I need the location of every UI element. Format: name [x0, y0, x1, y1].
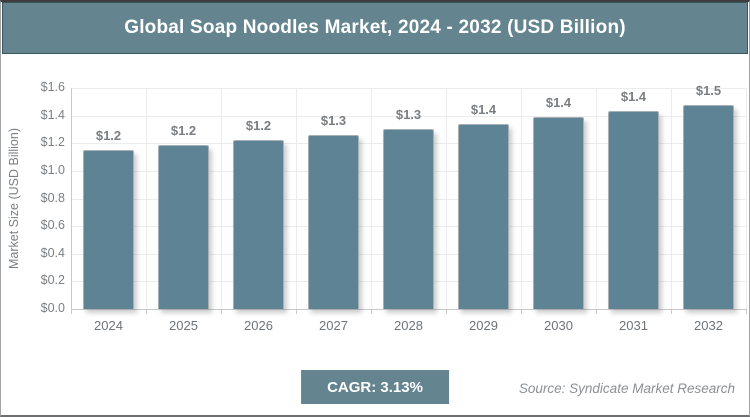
x-tick-label: 2026	[244, 318, 273, 333]
x-tick-mark	[371, 310, 372, 314]
x-tick-label: 2025	[169, 318, 198, 333]
v-gridline	[221, 88, 222, 309]
y-tick-label: $0.4	[40, 245, 65, 260]
y-tick-label: $1.2	[40, 135, 65, 150]
bar-value-label: $1.3	[320, 112, 347, 128]
bar-2027	[308, 134, 359, 309]
bar-2031	[608, 111, 659, 309]
v-gridline	[146, 88, 147, 309]
x-tick-mark	[146, 310, 147, 314]
y-tick-label: $0.6	[40, 218, 65, 233]
x-tick-label: 2027	[319, 318, 348, 333]
y-tick-label: $0.8	[40, 190, 65, 205]
x-tick-mark	[746, 310, 747, 314]
x-tick-label: 2031	[619, 318, 648, 333]
v-gridline	[596, 88, 597, 309]
y-tick-label: $0.0	[40, 301, 65, 315]
y-tick-label: $0.2	[40, 273, 65, 288]
bar-2029	[458, 123, 509, 309]
bar-value-label: $1.5	[695, 82, 722, 98]
bar-value-label: $1.2	[245, 118, 272, 134]
x-tick-label: 2029	[469, 318, 498, 333]
bar-value-label: $1.2	[95, 128, 122, 144]
bar-2025	[158, 144, 209, 309]
x-tick-label: 2032	[694, 318, 723, 333]
v-gridline	[746, 88, 747, 309]
chart-title-bar: Global Soap Noodles Market, 2024 - 2032 …	[2, 2, 748, 54]
bar-value-label: $1.4	[470, 101, 497, 117]
x-axis-line	[71, 309, 747, 310]
h-gridline	[71, 88, 746, 89]
v-gridline	[521, 88, 522, 309]
x-tick-label: 2024	[94, 318, 123, 333]
x-tick-label: 2030	[544, 318, 573, 333]
bar-value-label: $1.4	[620, 89, 647, 105]
x-tick-mark	[596, 310, 597, 314]
x-tick-mark	[446, 310, 447, 314]
x-tick-mark	[671, 310, 672, 314]
bar-value-label: $1.2	[170, 122, 197, 138]
y-tick-label: $1.6	[40, 80, 65, 94]
v-gridline	[446, 88, 447, 309]
bar-2032	[683, 104, 734, 309]
v-gridline	[371, 88, 372, 309]
bar-2028	[383, 129, 434, 309]
x-tick-mark	[521, 310, 522, 314]
v-gridline	[671, 88, 672, 309]
x-tick-label: 2028	[394, 318, 423, 333]
y-tick-label: $1.0	[40, 162, 65, 177]
cagr-badge: CAGR: 3.13%	[301, 370, 449, 404]
source-note: Source: Syndicate Market Research	[518, 381, 735, 396]
x-tick-mark	[296, 310, 297, 314]
x-tick-mark	[71, 310, 72, 314]
h-gridline	[71, 115, 746, 117]
x-tick-mark	[221, 310, 222, 314]
bar-value-label: $1.4	[545, 95, 572, 110]
chart-title: Global Soap Noodles Market, 2024 - 2032 …	[124, 17, 626, 38]
bar-value-label: $1.3	[395, 107, 422, 123]
bar-2030	[533, 117, 584, 309]
y-axis-line	[71, 88, 72, 309]
bar-2024	[83, 150, 134, 309]
y-tick-label: $1.4	[40, 107, 65, 122]
bar-2026	[233, 140, 284, 309]
v-gridline	[296, 88, 297, 309]
